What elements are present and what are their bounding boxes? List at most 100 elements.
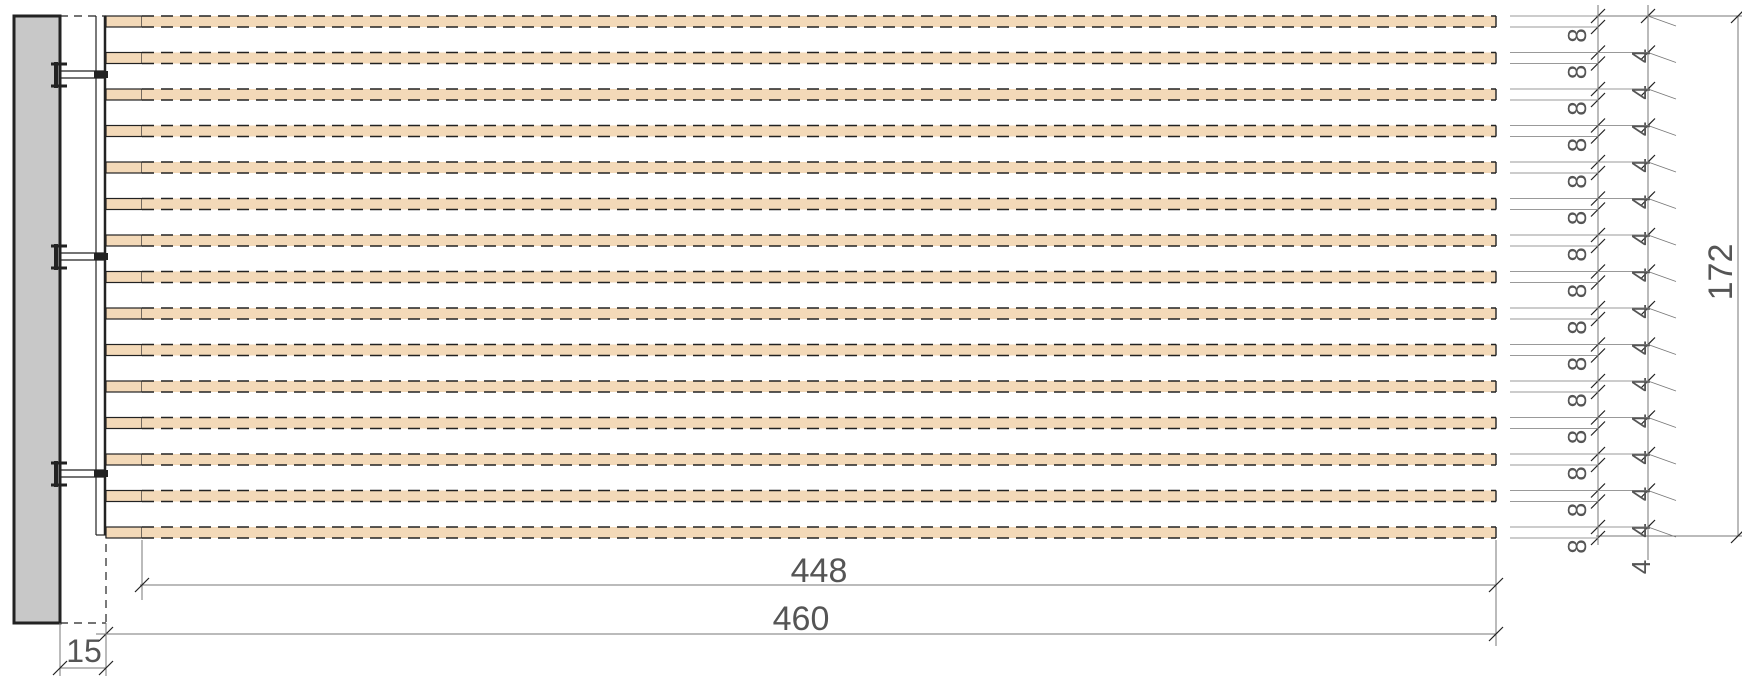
slat-end-cap: [105, 51, 143, 65]
slat: [105, 453, 1497, 466]
slat-body: [142, 198, 1496, 210]
bracket-clip: [94, 253, 108, 260]
slat-end-cap: [105, 307, 143, 320]
dim-gap: 4: [1626, 304, 1656, 318]
slat-end-cap: [105, 124, 143, 138]
slat: [105, 161, 1497, 174]
slat: [105, 197, 1497, 211]
bracket: [51, 244, 108, 270]
slat: [105, 88, 1497, 101]
slat: [105, 51, 1497, 65]
slat: [105, 15, 1497, 28]
dim-slat-thickness: 8: [1562, 138, 1592, 152]
dim-gap: 4: [1626, 268, 1656, 282]
spacing-leader: [1647, 453, 1677, 465]
dimension-tick: [1730, 531, 1742, 544]
dim-slat-thickness: 8: [1562, 101, 1592, 115]
dim-slat-thickness: 8: [1562, 357, 1592, 371]
slat-body: [142, 417, 1496, 429]
dim-slat-thickness: 8: [1562, 174, 1592, 188]
spacing-leader: [1647, 307, 1677, 319]
slat: [105, 307, 1497, 320]
slat-body: [142, 162, 1496, 173]
dim-total-height: 172: [1702, 244, 1740, 301]
slat: [105, 416, 1497, 430]
slat-end-cap: [105, 161, 143, 174]
slat-body: [142, 52, 1496, 64]
dim-gap: 4: [1626, 487, 1656, 501]
dim-slat-thickness: 8: [1562, 284, 1592, 298]
slat-end-cap: [105, 197, 143, 211]
dimensions: 448 460 15 172: [52, 8, 1742, 676]
dim-slat-thickness: 8: [1562, 466, 1592, 480]
dim-slat-thickness: 8: [1562, 65, 1592, 79]
slat: [105, 526, 1497, 539]
dim-gap: 4: [1626, 377, 1656, 391]
spacing-leader: [1647, 344, 1677, 355]
dim-gap: 4: [1626, 195, 1656, 209]
wall: [12, 14, 107, 625]
dim-slat-thickness: 8: [1562, 211, 1592, 225]
slat-body: [142, 125, 1496, 137]
slat: [105, 270, 1497, 284]
dim-gap: 4: [1626, 523, 1656, 537]
spacing-leader: [1647, 526, 1677, 538]
slat-body: [142, 490, 1496, 502]
slat-body: [142, 454, 1496, 465]
dim-slat-thickness: 8: [1562, 28, 1592, 42]
dim-gap: 4: [1626, 85, 1656, 99]
dimension-tick: [98, 660, 114, 676]
slats: [105, 15, 1497, 539]
bracket-clip: [94, 470, 108, 477]
slat-body: [142, 89, 1496, 100]
dim-gap: 4: [1626, 341, 1656, 355]
dim-slat-thickness: 8: [1562, 539, 1592, 553]
dim-gap: 4: [1626, 231, 1656, 245]
bracket: [51, 461, 108, 487]
slat-end-cap: [105, 453, 143, 466]
spacing-leader: [1647, 417, 1677, 428]
bracket: [51, 62, 108, 88]
slat-end-cap: [105, 380, 143, 393]
slat-spacing-dimensions: 8 4 8 4 8 4 8 4 8 4 8 4 8 4 8 4 8 4 8 4 8 4 8 4 8 4 8 4 8 4: [1510, 5, 1677, 574]
slat-body: [142, 308, 1496, 319]
slat-end-cap: [105, 15, 143, 28]
slat-end-cap: [105, 270, 143, 284]
dimension-tick: [1488, 577, 1504, 593]
dim-gap: 4: [1626, 450, 1656, 464]
dim-slat-thickness: 8: [1562, 430, 1592, 444]
dimension-tick: [1730, 11, 1742, 24]
spacing-leader: [1647, 234, 1677, 246]
slat-body: [142, 527, 1496, 538]
spacing-leader: [1647, 52, 1677, 63]
dimension-tick: [52, 660, 68, 676]
slat-end-cap: [105, 526, 143, 539]
dim-gap: 4: [1626, 560, 1656, 574]
slat-body: [142, 235, 1496, 246]
bracket-clip: [94, 71, 108, 78]
dim-slat-thickness: 8: [1562, 320, 1592, 334]
slat-body: [142, 344, 1496, 356]
spacing-leader: [1647, 380, 1677, 392]
slat-body: [142, 16, 1496, 27]
slat-body: [142, 381, 1496, 392]
dimension-tick: [1488, 626, 1504, 642]
dim-wall-offset: 15: [66, 633, 102, 669]
dim-gap: 4: [1626, 49, 1656, 63]
spacing-leader: [1647, 15, 1677, 27]
wall-section: [12, 14, 62, 625]
slat-end-cap: [105, 234, 143, 247]
slat-end-cap: [105, 88, 143, 101]
spacing-leader: [1647, 198, 1677, 209]
dim-slat-thickness: 8: [1562, 247, 1592, 261]
mounting-frame: [95, 16, 107, 536]
slat: [105, 124, 1497, 138]
dim-gap: 4: [1626, 122, 1656, 136]
slat-body: [142, 271, 1496, 283]
slat-end-cap: [105, 343, 143, 357]
spacing-leader: [1647, 490, 1677, 501]
dim-slat-thickness: 8: [1562, 393, 1592, 407]
slat: [105, 489, 1497, 503]
spacing-leader: [1647, 88, 1677, 100]
